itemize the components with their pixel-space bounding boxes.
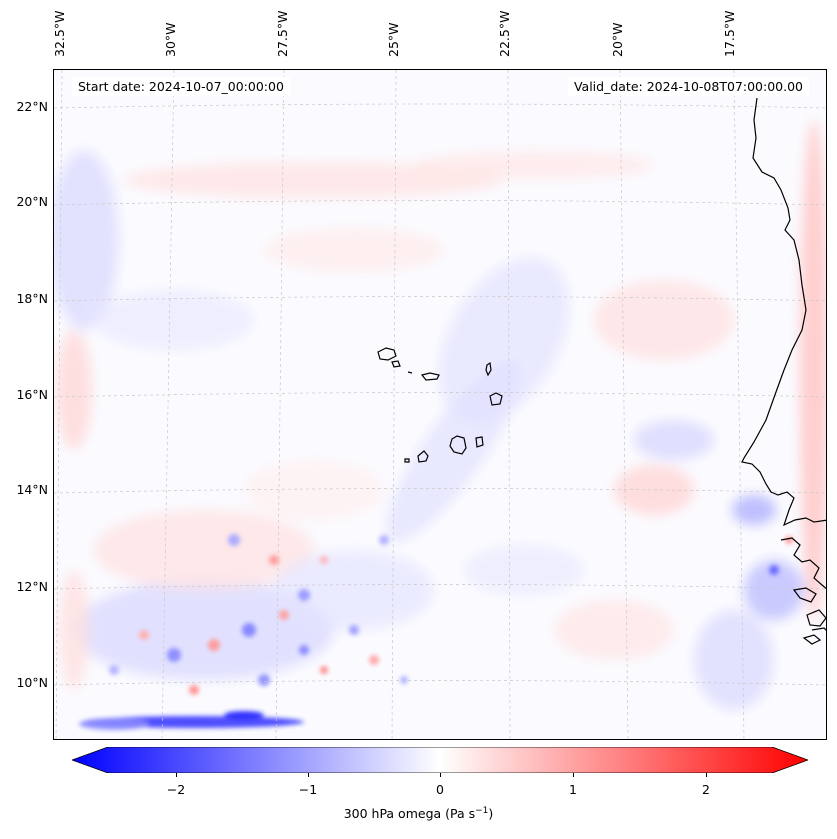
omega-colorbar xyxy=(72,747,808,773)
omega-field-map xyxy=(54,70,826,739)
colorbar-label-main: 300 hPa omega (Pa s xyxy=(343,806,476,822)
colorbar-tick-0: 0 xyxy=(436,782,444,797)
colorbar-tick-minus-1: −1 xyxy=(298,782,318,797)
lat-label-14n: 14°N xyxy=(16,482,48,497)
colorbar-tick-2: 2 xyxy=(702,782,710,797)
lat-label-22n: 22°N xyxy=(16,99,48,114)
colorbar-label: 300 hPa omega (Pa s−1) xyxy=(0,806,837,821)
colorbar-tick-minus-2: −2 xyxy=(166,782,186,797)
omega-field-patches xyxy=(54,120,826,710)
colorbar-tickmark xyxy=(440,773,441,777)
map-panel xyxy=(53,69,827,740)
colorbar-tickmark xyxy=(308,773,309,777)
african-coastline xyxy=(741,97,826,645)
colorbar-tick-1: 1 xyxy=(569,782,577,797)
lat-label-12n: 12°N xyxy=(16,579,48,594)
lat-label-18n: 18°N xyxy=(16,291,48,306)
cape-verde-islands xyxy=(377,347,503,463)
colorbar-label-end: ) xyxy=(488,806,494,822)
lon-label-25w: 25°W xyxy=(386,22,401,57)
lon-label-22-5w: 22.5°W xyxy=(497,10,512,57)
lon-label-27-5w: 27.5°W xyxy=(275,10,290,57)
colorbar-tickmark xyxy=(176,773,177,777)
lon-label-20w: 20°W xyxy=(610,22,625,57)
lat-label-10n: 10°N xyxy=(16,675,48,690)
colorbar-tickmark xyxy=(706,773,707,777)
valid-date-label: Valid_date: 2024-10-08T07:00:00.00 xyxy=(567,77,809,96)
omega-field-bottom-band xyxy=(79,711,304,730)
map-gridlines xyxy=(54,70,826,739)
lat-label-16n: 16°N xyxy=(16,387,48,402)
lat-label-20n: 20°N xyxy=(16,194,48,209)
lon-label-32-5w: 32.5°W xyxy=(52,10,67,57)
omega-field-cells xyxy=(109,534,793,695)
colorbar-tickmark xyxy=(573,773,574,777)
colorbar-label-exponent: −1 xyxy=(475,806,489,816)
lon-label-17-5w: 17.5°W xyxy=(722,10,737,57)
start-date-label: Start date: 2024-10-07_00:00:00 xyxy=(72,77,290,96)
lon-label-30w: 30°W xyxy=(163,22,178,57)
